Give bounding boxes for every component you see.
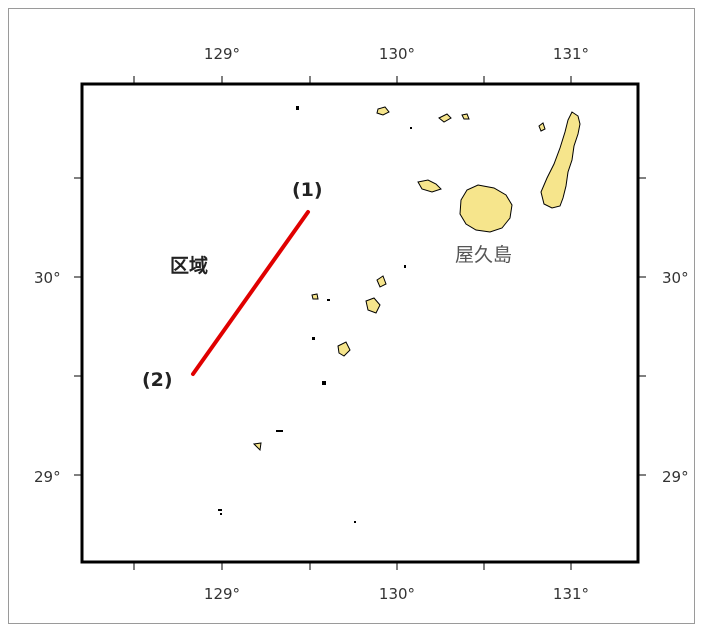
top-tick-label-129: 129° [204, 45, 240, 63]
island-small [538, 122, 546, 132]
island-small [376, 275, 387, 288]
region-label: 区域 [170, 254, 208, 277]
island-small [252, 442, 262, 452]
left-ticks [74, 177, 82, 476]
bottom-ticks [133, 562, 572, 570]
right-ticks [638, 177, 646, 476]
island-small [376, 106, 390, 116]
bottom-tick-label-130: 130° [379, 585, 415, 603]
top-ticks [133, 76, 572, 84]
island-small [438, 113, 452, 123]
island-small [461, 113, 470, 120]
bottom-tick-label-131: 131° [553, 585, 589, 603]
island-kuchinoerabu [417, 179, 442, 193]
top-tick-label-130: 130° [379, 45, 415, 63]
point-2-label: (2) [142, 369, 173, 391]
top-tick-label-131: 131° [553, 45, 589, 63]
point-1-label: (1) [292, 179, 323, 201]
right-tick-label-30: 30° [662, 269, 689, 287]
right-tick-label-29: 29° [662, 468, 689, 486]
islands [252, 106, 581, 452]
island-small [311, 293, 319, 300]
window-frame [8, 8, 695, 624]
left-tick-label-29: 29° [34, 468, 61, 486]
island-nakanoshima [365, 297, 381, 314]
map-frame [80, 82, 640, 564]
bottom-tick-label-129: 129° [204, 585, 240, 603]
island-small [337, 341, 351, 357]
yakushima-label: 屋久島 [455, 244, 512, 266]
survey-line [191, 210, 310, 376]
left-tick-label-30: 30° [34, 269, 61, 287]
islets [218, 106, 412, 523]
island-tanegashima [540, 111, 581, 209]
island-yakushima [459, 184, 513, 233]
